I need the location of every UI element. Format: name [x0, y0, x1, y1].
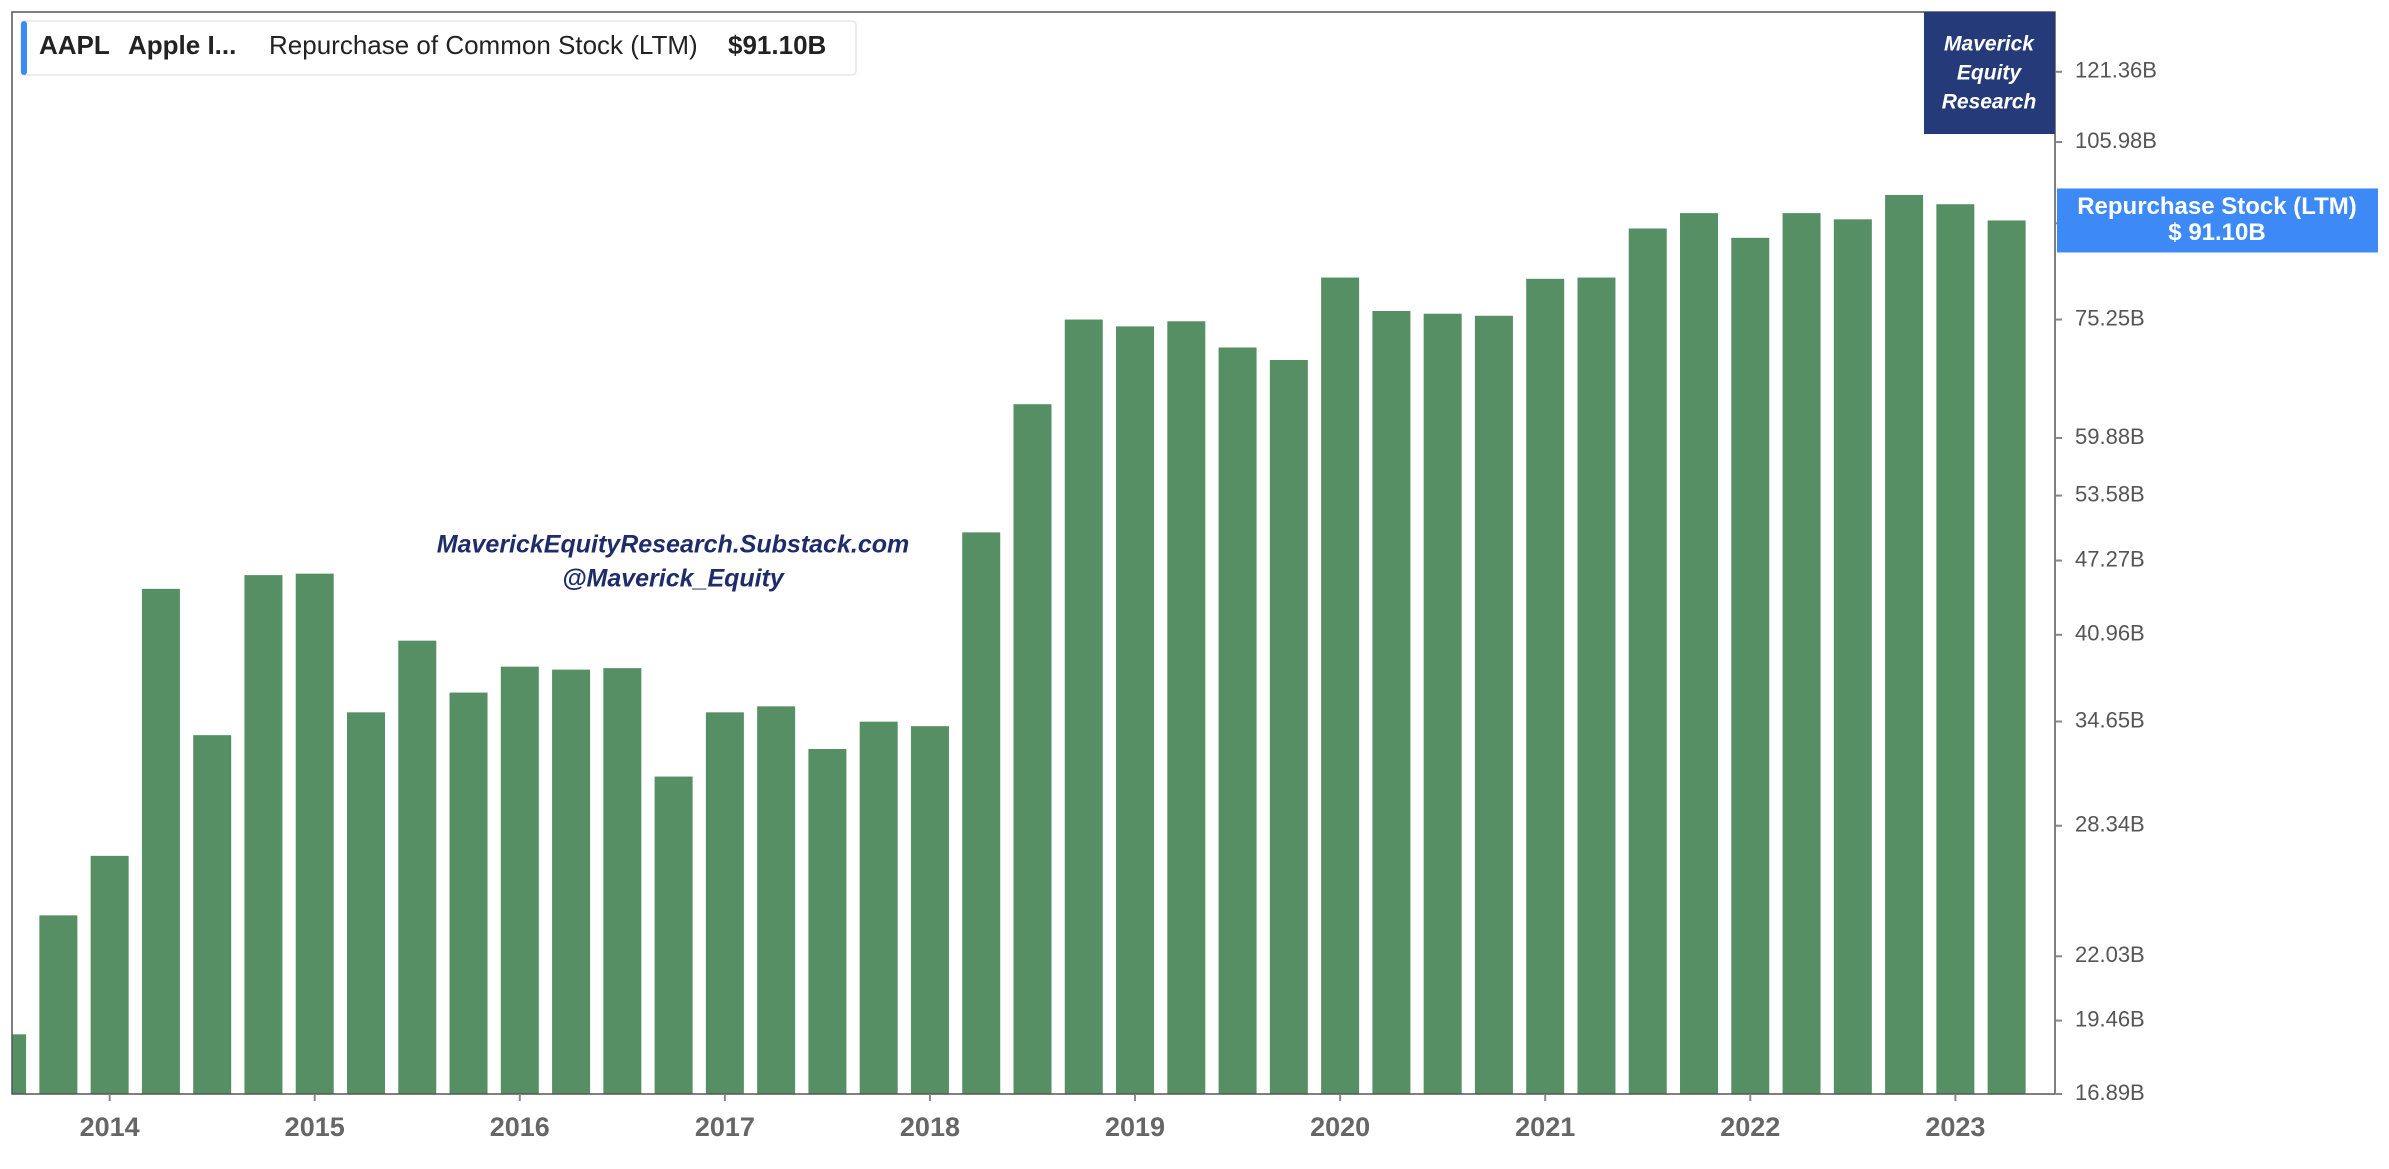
y-tick-label: 105.98B [2075, 128, 2157, 153]
y-tick-label: 47.27B [2075, 546, 2145, 571]
bars [12, 194, 2026, 1094]
bar [1064, 319, 1103, 1094]
bar [141, 588, 180, 1094]
bar [1577, 277, 1616, 1094]
bar [552, 669, 591, 1094]
bar [705, 712, 744, 1094]
bar [1628, 228, 1667, 1094]
bar [346, 712, 385, 1094]
bar [244, 575, 283, 1094]
value-label-box [2057, 188, 2378, 253]
bar [12, 1034, 27, 1094]
watermark: MaverickEquityResearch.Substack.com [437, 531, 909, 559]
bar [603, 668, 642, 1094]
x-tick-label: 2016 [490, 1112, 550, 1142]
y-tick-label: 53.58B [2075, 481, 2145, 506]
x-tick-label: 2021 [1515, 1112, 1575, 1142]
bar [910, 726, 949, 1094]
logo-text: Equity [1957, 62, 2022, 85]
y-tick-label: 75.25B [2075, 305, 2145, 330]
x-tick-label: 2019 [1105, 1112, 1165, 1142]
y-tick-label: 34.65B [2075, 707, 2145, 732]
bar [295, 573, 334, 1094]
bar [1526, 278, 1565, 1094]
bar [1987, 220, 2026, 1094]
bar [1474, 315, 1513, 1094]
bar [1833, 219, 1872, 1094]
bar [1321, 277, 1360, 1094]
x-tick-label: 2014 [80, 1112, 140, 1142]
y-tick-label: 22.03B [2075, 942, 2145, 967]
x-tick-label: 2020 [1310, 1112, 1370, 1142]
bar [449, 692, 488, 1094]
bar [39, 915, 78, 1094]
logo-text: Research [1942, 91, 2037, 114]
bar [1269, 359, 1308, 1094]
bar [1885, 194, 1924, 1094]
watermark: @Maverick_Equity [562, 565, 785, 593]
bar [193, 735, 232, 1094]
bar [757, 706, 796, 1094]
bar [1218, 347, 1257, 1094]
y-tick-label: 16.89B [2075, 1080, 2145, 1105]
x-tick-label: 2023 [1925, 1112, 1985, 1142]
bar [1013, 404, 1052, 1094]
plot-border [11, 11, 2056, 1095]
x-tick-label: 2017 [695, 1112, 755, 1142]
y-tick-label: 59.88B [2075, 424, 2145, 449]
logo-text: Maverick [1944, 33, 2035, 56]
bar [1167, 321, 1206, 1094]
logo [1924, 12, 2055, 134]
series-name: Repurchase Stock (LTM) [2077, 193, 2357, 220]
x-tick-label: 2015 [285, 1112, 345, 1142]
bar [90, 855, 129, 1094]
x-tick-label: 2022 [1720, 1112, 1780, 1142]
bar [1731, 237, 1770, 1094]
bar [398, 640, 437, 1094]
x-tick-label: 2018 [900, 1112, 960, 1142]
bar [1372, 311, 1411, 1094]
bar [1423, 313, 1462, 1094]
bar [859, 721, 898, 1094]
value-label: $ 91.10B [2168, 219, 2265, 246]
metric: Repurchase of Common Stock (LTM) [269, 30, 698, 60]
bar [1936, 204, 1975, 1094]
company: Apple I... [128, 30, 236, 60]
y-tick-label: 28.34B [2075, 812, 2145, 837]
header-stripe [21, 21, 27, 75]
bar [1116, 326, 1155, 1094]
y-tick-label: 121.36B [2075, 58, 2157, 83]
bar [808, 749, 847, 1094]
bar [962, 532, 1001, 1094]
bar [500, 666, 539, 1094]
header-value: $91.10B [728, 30, 826, 60]
y-tick-label: 40.96B [2075, 621, 2145, 646]
ticker: AAPL [39, 30, 110, 60]
y-tick-label: 19.46B [2075, 1006, 2145, 1031]
bar [1680, 213, 1719, 1094]
bar [1782, 213, 1821, 1094]
bar [654, 776, 693, 1094]
